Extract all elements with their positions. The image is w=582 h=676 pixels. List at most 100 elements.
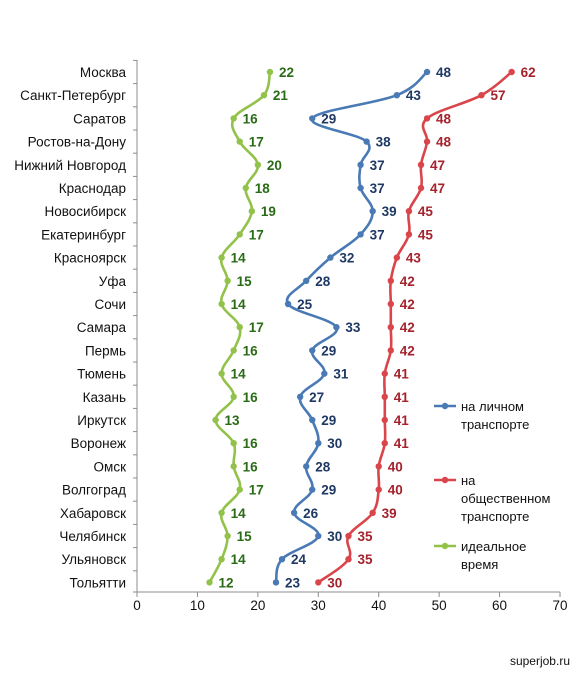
data-point <box>405 231 413 238</box>
legend-label: транспорте <box>461 417 529 432</box>
legend-label: на личном <box>461 399 524 414</box>
data-point <box>393 254 401 261</box>
data-point <box>387 300 394 308</box>
data-label: 17 <box>249 483 264 498</box>
category-label: Нижний Новгород <box>14 158 126 173</box>
data-label: 23 <box>285 575 301 590</box>
data-label: 47 <box>430 158 445 173</box>
data-label: 16 <box>243 111 259 126</box>
category-label: Красноярск <box>54 251 126 266</box>
category-label: Воронеж <box>71 436 126 451</box>
data-label: 48 <box>436 111 452 126</box>
data-label: 29 <box>321 343 336 358</box>
data-point <box>236 138 243 145</box>
data-label: 41 <box>394 367 410 382</box>
legend: на личном транспорте на общественном транспо… <box>434 399 550 572</box>
legend-item-2: на общественном транспорте <box>434 473 550 524</box>
data-label: 16 <box>243 459 259 474</box>
legend-label: транспорте <box>461 509 529 524</box>
series-2: 62 57 48 48 47 47 45 45 43 42 42 42 42 41 41 41 41 40 40 39… <box>315 65 536 590</box>
data-point <box>327 254 334 261</box>
data-label: 45 <box>418 227 434 242</box>
data-point <box>254 161 262 168</box>
data-label: 30 <box>327 436 342 451</box>
data-label: 31 <box>333 367 349 382</box>
category-label: Краснодар <box>59 181 126 196</box>
data-label: 21 <box>273 88 289 103</box>
data-point <box>381 370 388 377</box>
category-label: Саратов <box>73 111 126 126</box>
data-label: 41 <box>394 436 410 451</box>
data-label: 43 <box>406 88 422 103</box>
data-point <box>315 579 322 586</box>
data-point <box>315 440 322 447</box>
data-label: 16 <box>243 343 259 358</box>
data-point <box>218 509 225 516</box>
data-label: 17 <box>249 135 264 150</box>
data-point <box>309 347 316 354</box>
category-label: Тольятти <box>69 575 126 590</box>
data-label: 29 <box>321 483 336 498</box>
data-point <box>387 324 394 331</box>
x-tick-label: 20 <box>250 598 265 613</box>
data-point <box>357 231 364 238</box>
data-label: 37 <box>370 227 385 242</box>
data-label: 14 <box>231 506 247 521</box>
data-label: 32 <box>339 251 354 266</box>
data-point <box>381 440 388 447</box>
data-label: 48 <box>436 135 452 150</box>
data-label: 17 <box>249 320 264 335</box>
data-label: 35 <box>358 552 374 567</box>
data-point <box>381 416 388 424</box>
data-point <box>345 556 352 563</box>
data-label: 19 <box>261 204 276 219</box>
data-point <box>236 231 243 238</box>
data-point <box>357 184 364 192</box>
data-label: 15 <box>237 274 253 289</box>
data-label: 40 <box>388 459 403 474</box>
category-label: Новосибирск <box>44 204 126 219</box>
data-label: 17 <box>249 227 264 242</box>
legend-label: общественном <box>461 491 550 506</box>
data-point <box>303 463 310 470</box>
data-label: 15 <box>237 529 253 544</box>
data-point <box>375 463 382 470</box>
category-label: Ульяновск <box>61 552 126 567</box>
data-label: 42 <box>400 297 415 312</box>
category-label: Челябинск <box>59 529 126 544</box>
data-point <box>357 161 364 168</box>
x-tick-labels: 0 10 20 30 40 50 60 70 <box>133 592 568 613</box>
data-label: 29 <box>321 111 336 126</box>
data-point <box>218 254 225 261</box>
x-tick-label: 70 <box>552 598 567 613</box>
data-point <box>423 115 431 122</box>
data-point <box>405 208 413 215</box>
data-point <box>393 92 401 99</box>
data-point <box>224 532 231 540</box>
data-point <box>296 393 304 400</box>
legend-marker <box>441 402 449 410</box>
data-point <box>224 277 231 284</box>
data-point <box>242 184 249 192</box>
legend-item-3: идеальное время <box>434 539 526 572</box>
category-label: Сочи <box>94 297 126 312</box>
series-3: 2221161720181917141514171614161316161714… <box>206 65 294 590</box>
data-point <box>236 486 243 493</box>
source-credit: superjob.ru <box>509 654 570 668</box>
category-label: Самара <box>77 320 127 335</box>
data-label: 41 <box>394 390 410 405</box>
category-labels: Москва Санкт-Петербург Саратов Ростов-на-До… <box>14 59 137 593</box>
legend-marker <box>441 476 449 484</box>
data-point <box>272 579 280 586</box>
data-point <box>423 68 431 76</box>
data-label: 37 <box>370 181 385 196</box>
data-label: 30 <box>327 575 342 590</box>
x-tick-label: 40 <box>371 598 386 613</box>
x-tick-label: 10 <box>190 598 205 613</box>
data-point <box>369 208 376 215</box>
data-point <box>508 68 515 76</box>
data-label: 33 <box>345 320 361 335</box>
data-label: 14 <box>231 367 247 382</box>
data-label: 28 <box>315 459 331 474</box>
data-label: 42 <box>400 343 415 358</box>
